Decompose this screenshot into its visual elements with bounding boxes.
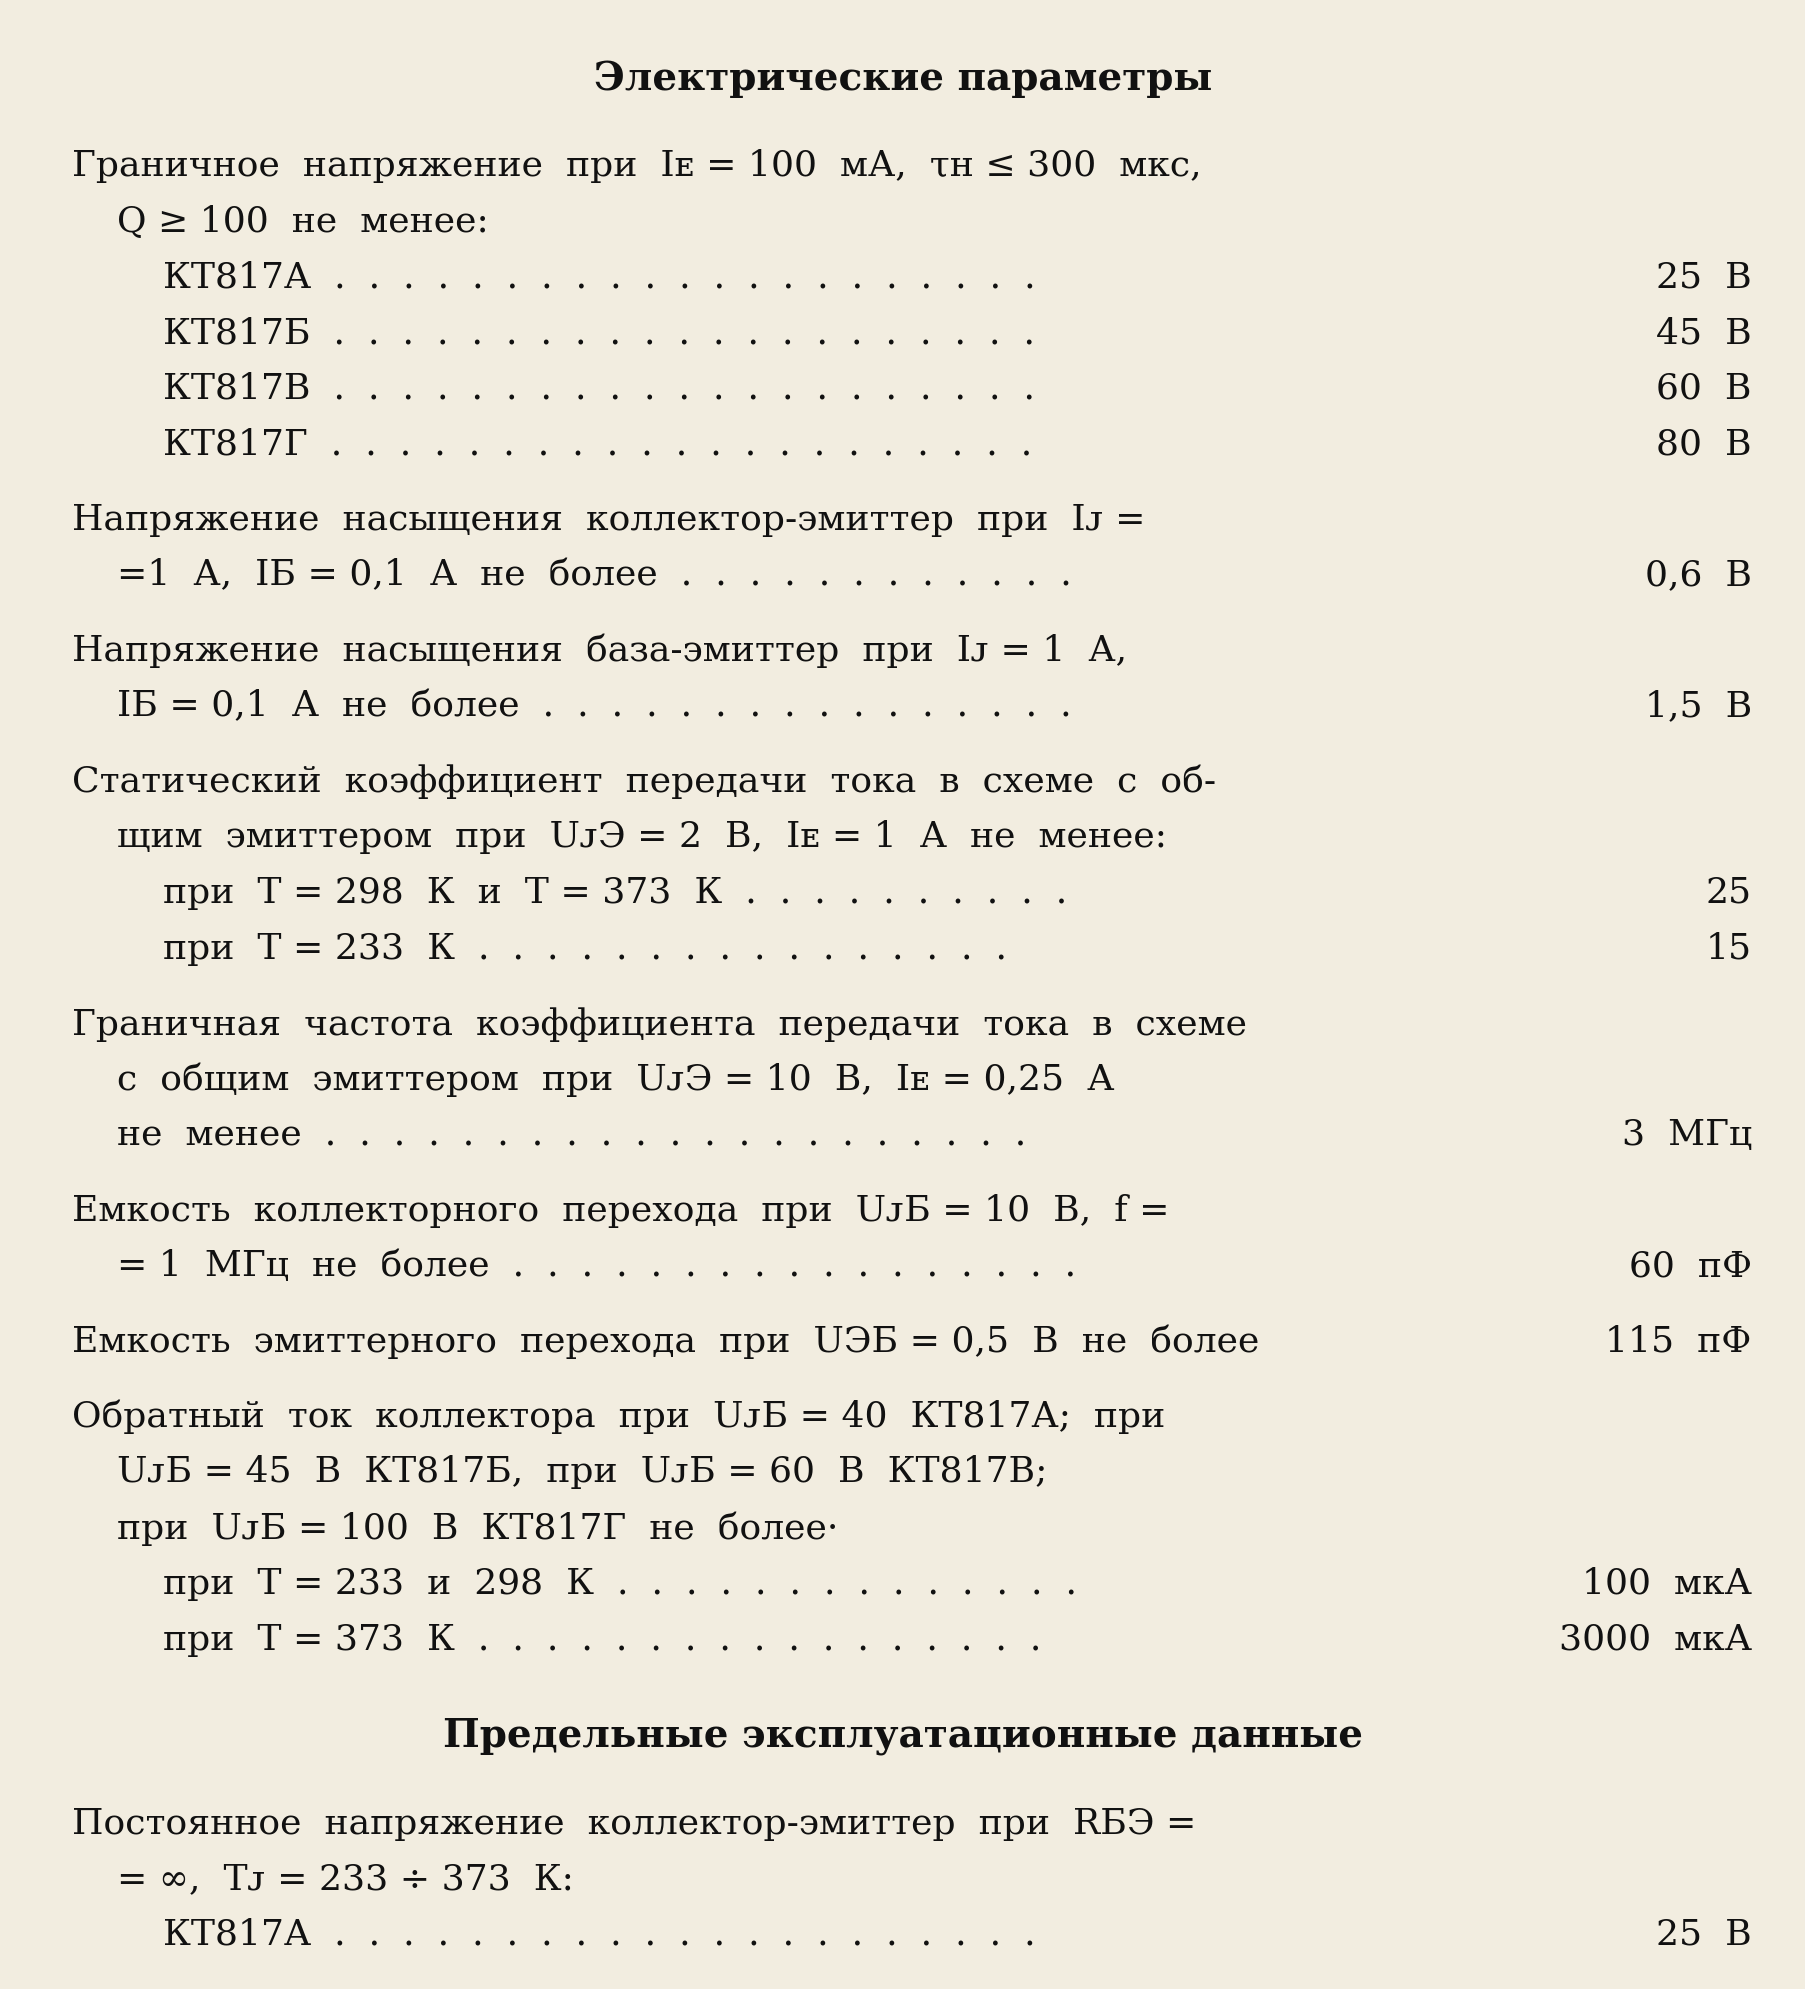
Text: 3  МГц: 3 МГц [1621, 1118, 1751, 1152]
Text: UᴊБ = 45  В  КТ817Б,  при  UᴊБ = 60  В  КТ817В;: UᴊБ = 45 В КТ817Б, при UᴊБ = 60 В КТ817В… [117, 1454, 1047, 1488]
Text: 1,5  В: 1,5 В [1644, 688, 1751, 722]
Text: =1  А,  IБ = 0,1  А  не  более  .  .  .  .  .  .  .  .  .  .  .  .: =1 А, IБ = 0,1 А не более . . . . . . . … [117, 559, 1072, 593]
Text: 60  пФ: 60 пФ [1628, 1249, 1751, 1283]
Text: с  общим  эмиттером  при  UᴊЭ = 10  В,  Iᴇ = 0,25  А: с общим эмиттером при UᴊЭ = 10 В, Iᴇ = 0… [117, 1062, 1114, 1096]
Text: Емкость  эмиттерного  перехода  при  UЭБ = 0,5  В  не  более: Емкость эмиттерного перехода при UЭБ = 0… [72, 1325, 1258, 1358]
Text: 80  В: 80 В [1655, 428, 1751, 461]
Text: 25: 25 [1704, 875, 1751, 909]
Text: Емкость  коллекторного  перехода  при  UᴊБ = 10  В,  f =: Емкость коллекторного перехода при UᴊБ =… [72, 1193, 1170, 1227]
Text: 25  В: 25 В [1655, 261, 1751, 294]
Text: Граничное  напряжение  при  Iᴇ = 100  мА,  τн ≤ 300  мкс,: Граничное напряжение при Iᴇ = 100 мА, τн… [72, 149, 1200, 183]
Text: не  менее  .  .  .  .  .  .  .  .  .  .  .  .  .  .  .  .  .  .  .  .  .: не менее . . . . . . . . . . . . . . . .… [117, 1118, 1025, 1152]
Text: = 1  МГц  не  более  .  .  .  .  .  .  .  .  .  .  .  .  .  .  .  .  .: = 1 МГц не более . . . . . . . . . . . .… [117, 1249, 1076, 1283]
Text: = ∞,  Tᴊ = 233 ÷ 373  К:: = ∞, Tᴊ = 233 ÷ 373 К: [117, 1862, 574, 1896]
Text: 0,6  В: 0,6 В [1644, 559, 1751, 593]
Text: 25  В: 25 В [1655, 1917, 1751, 1951]
Text: Напряжение  насыщения  база-эмиттер  при  Iᴊ = 1  А,: Напряжение насыщения база-эмиттер при Iᴊ… [72, 633, 1126, 668]
Text: IБ = 0,1  А  не  более  .  .  .  .  .  .  .  .  .  .  .  .  .  .  .  .: IБ = 0,1 А не более . . . . . . . . . . … [117, 688, 1072, 722]
Text: Граничная  частота  коэффициента  передачи  тока  в  схеме: Граничная частота коэффициента передачи … [72, 1006, 1247, 1040]
Text: Q ≥ 100  не  менее:: Q ≥ 100 не менее: [117, 205, 489, 239]
Text: при  UᴊБ = 100  В  КТ817Г  не  более·: при UᴊБ = 100 В КТ817Г не более· [117, 1510, 838, 1545]
Text: 115  пФ: 115 пФ [1605, 1325, 1751, 1358]
Text: КТ817Б  .  .  .  .  .  .  .  .  .  .  .  .  .  .  .  .  .  .  .  .  .: КТ817Б . . . . . . . . . . . . . . . . .… [162, 316, 1034, 350]
Text: при  T = 298  К  и  T = 373  К  .  .  .  .  .  .  .  .  .  .: при T = 298 К и T = 373 К . . . . . . . … [162, 875, 1067, 909]
Text: при  T = 233  и  298  К  .  .  .  .  .  .  .  .  .  .  .  .  .  .: при T = 233 и 298 К . . . . . . . . . . … [162, 1565, 1076, 1599]
Text: Напряжение  насыщения  коллектор-эмиттер  при  Iᴊ =: Напряжение насыщения коллектор-эмиттер п… [72, 503, 1144, 537]
Text: Постоянное  напряжение  коллектор-эмиттер  при  RБЭ =: Постоянное напряжение коллектор-эмиттер … [72, 1806, 1197, 1840]
Text: КТ817А  .  .  .  .  .  .  .  .  .  .  .  .  .  .  .  .  .  .  .  .  .: КТ817А . . . . . . . . . . . . . . . . .… [162, 261, 1034, 294]
Text: 100  мкА: 100 мкА [1581, 1565, 1751, 1599]
Text: КТ817Г  .  .  .  .  .  .  .  .  .  .  .  .  .  .  .  .  .  .  .  .  .: КТ817Г . . . . . . . . . . . . . . . . .… [162, 428, 1031, 461]
Text: Статический  коэффициент  передачи  тока  в  схеме  с  об-: Статический коэффициент передачи тока в … [72, 764, 1217, 800]
Text: КТ817В  .  .  .  .  .  .  .  .  .  .  .  .  .  .  .  .  .  .  .  .  .: КТ817В . . . . . . . . . . . . . . . . .… [162, 372, 1034, 406]
Text: при  T = 373  К  .  .  .  .  .  .  .  .  .  .  .  .  .  .  .  .  .: при T = 373 К . . . . . . . . . . . . . … [162, 1621, 1040, 1655]
Text: 15: 15 [1704, 931, 1751, 965]
Text: Электрические параметры: Электрические параметры [594, 60, 1211, 97]
Text: при  T = 233  К  .  .  .  .  .  .  .  .  .  .  .  .  .  .  .  .: при T = 233 К . . . . . . . . . . . . . … [162, 931, 1005, 965]
Text: 45  В: 45 В [1655, 316, 1751, 350]
Text: Предельные эксплуатационные данные: Предельные эксплуатационные данные [442, 1717, 1363, 1754]
Text: 3000  мкА: 3000 мкА [1558, 1621, 1751, 1655]
Text: 60  В: 60 В [1655, 372, 1751, 406]
Text: щим  эмиттером  при  UᴊЭ = 2  В,  Iᴇ = 1  А  не  менее:: щим эмиттером при UᴊЭ = 2 В, Iᴇ = 1 А не… [117, 819, 1166, 853]
Text: КТ817А  .  .  .  .  .  .  .  .  .  .  .  .  .  .  .  .  .  .  .  .  .: КТ817А . . . . . . . . . . . . . . . . .… [162, 1917, 1034, 1951]
Text: Обратный  ток  коллектора  при  UᴊБ = 40  КТ817А;  при: Обратный ток коллектора при UᴊБ = 40 КТ8… [72, 1398, 1164, 1434]
